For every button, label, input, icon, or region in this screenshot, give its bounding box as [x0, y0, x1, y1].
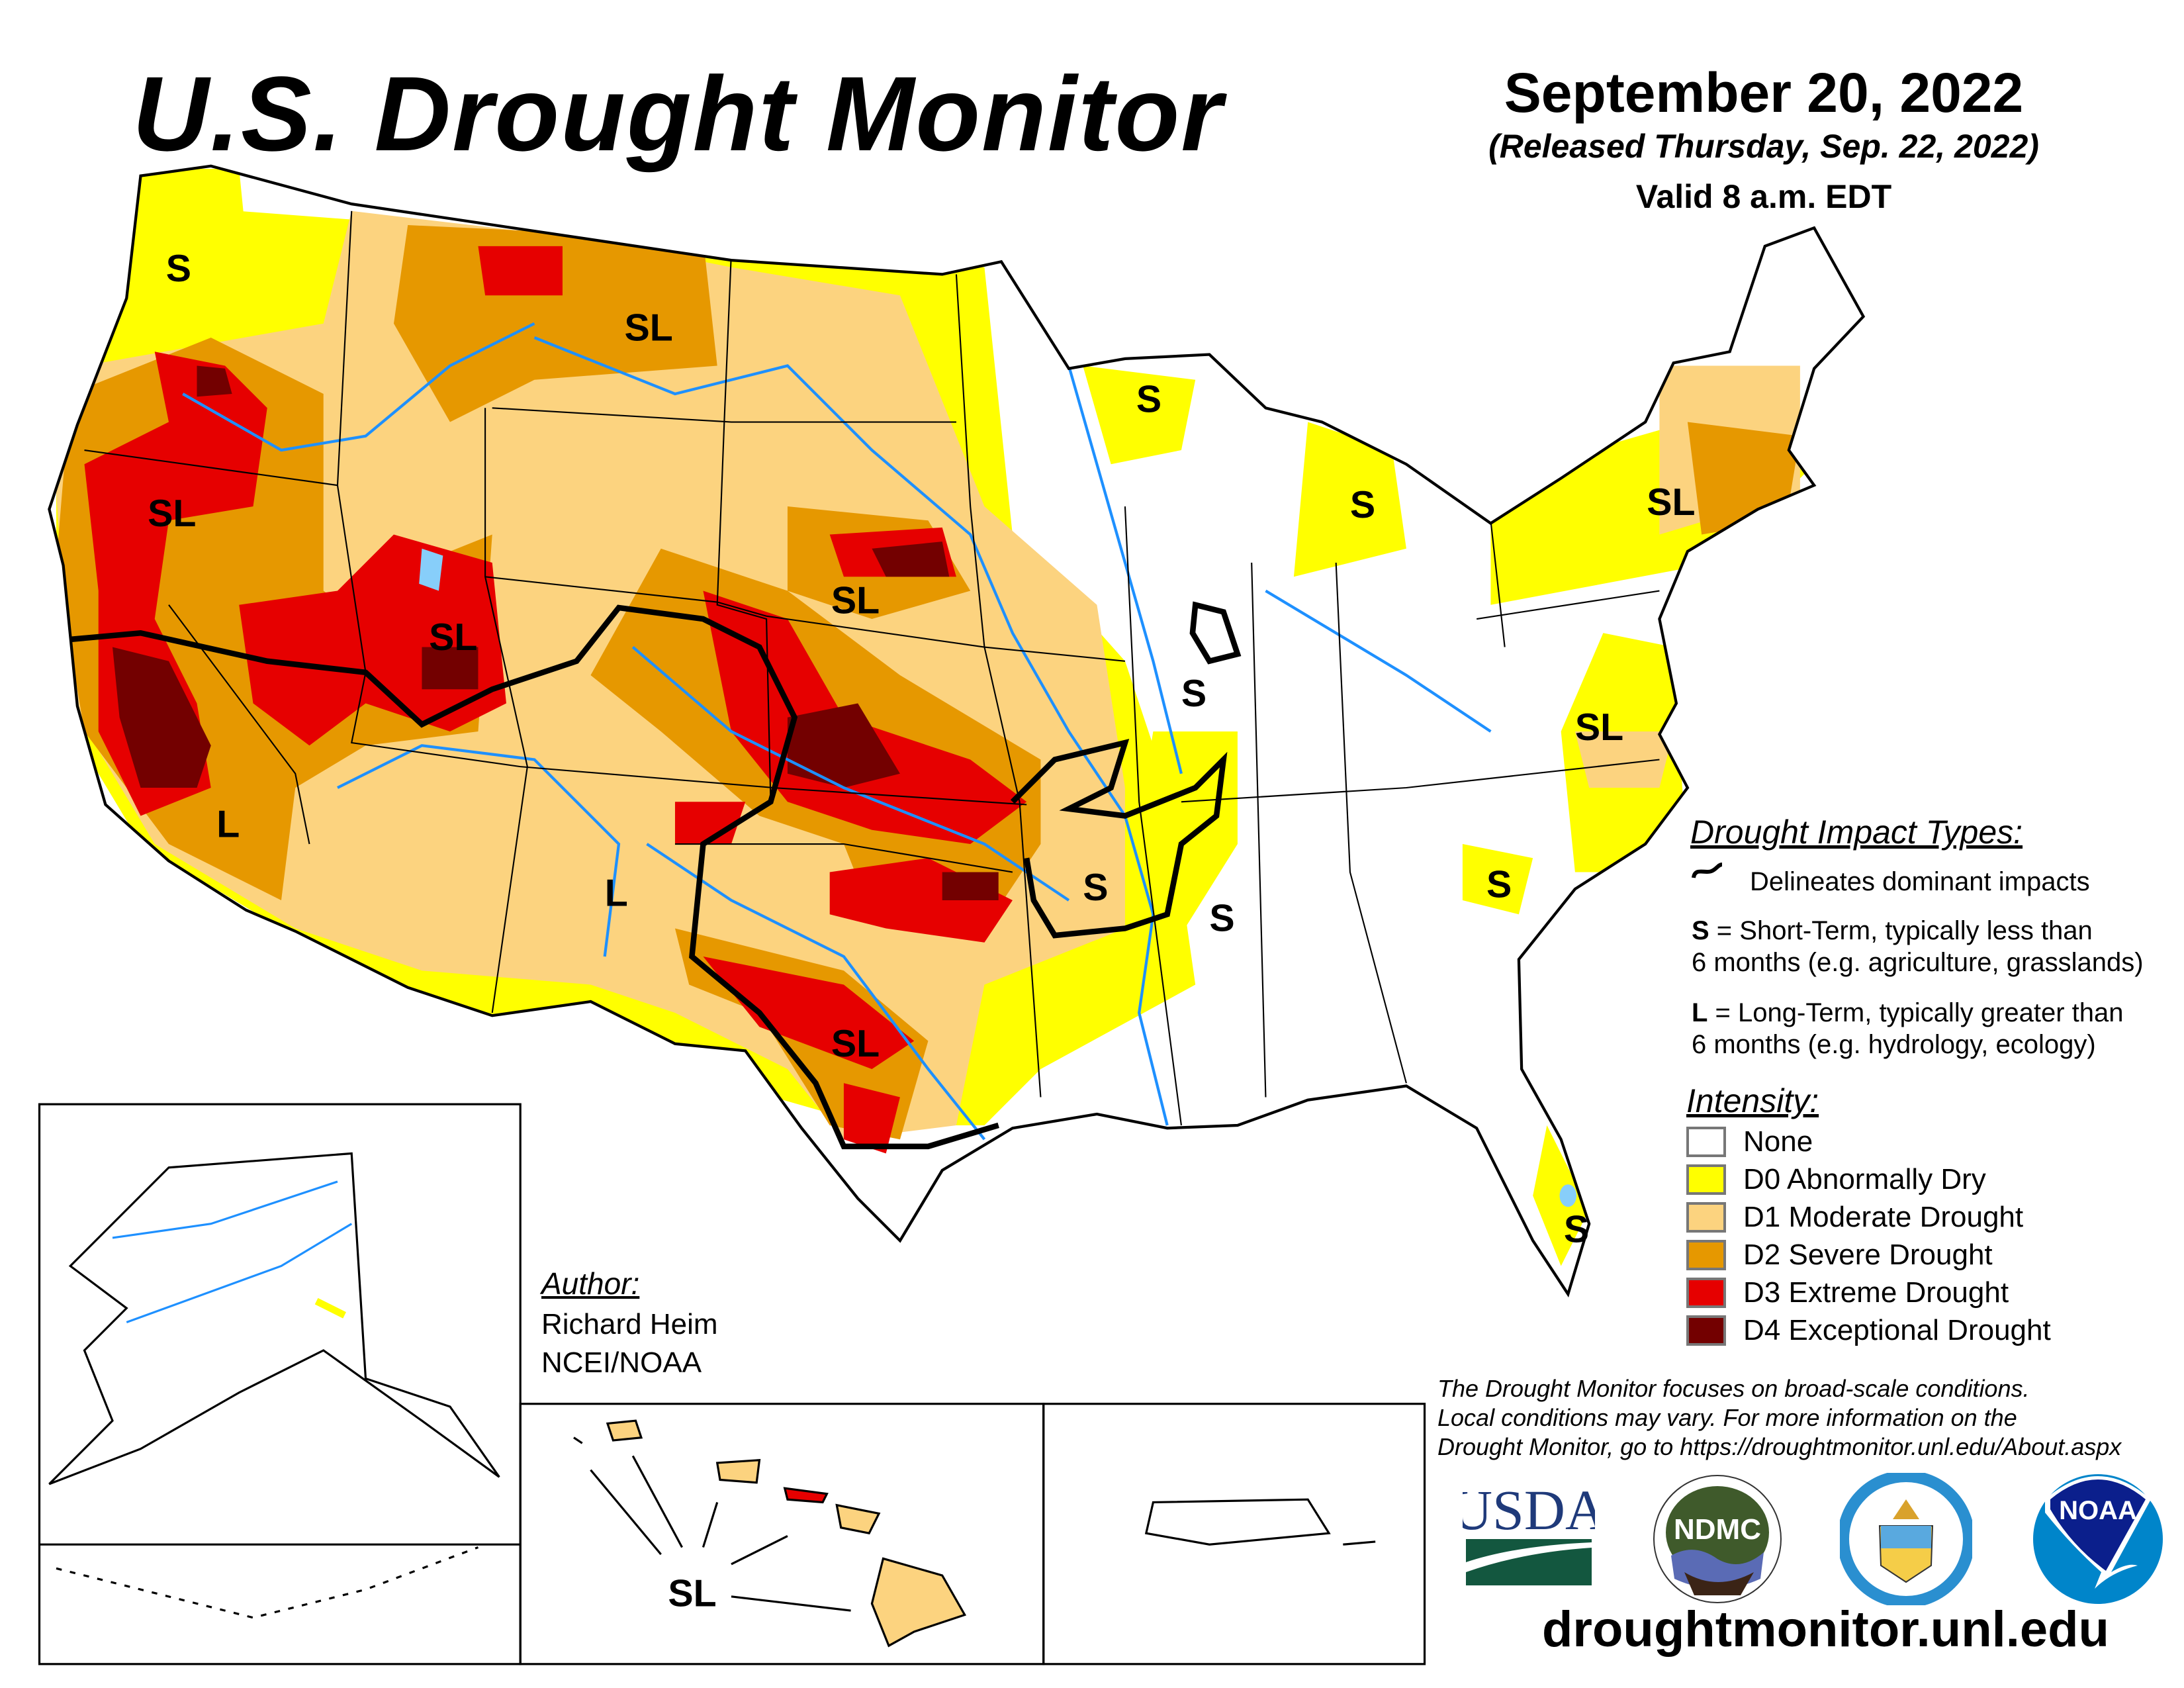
noaa-logo-text: NOAA: [2059, 1496, 2137, 1525]
alaska-inset: [38, 1103, 522, 1665]
map-label: SL: [624, 306, 672, 349]
rivers: [182, 322, 1492, 1141]
disclaimer-line: Drought Monitor, go to https://droughtmo…: [1437, 1433, 2122, 1460]
legend-swatch: [1686, 1278, 1726, 1308]
intensity-legend-heading: Intensity:: [1686, 1082, 1819, 1119]
disclaimer-line: Local conditions may vary. For more info…: [1437, 1404, 2017, 1431]
map-label: S: [1564, 1208, 1589, 1250]
legend-swatch: [1686, 1127, 1726, 1157]
map-label: S: [1486, 864, 1512, 906]
disclaimer: The Drought Monitor focuses on broad-sca…: [1437, 1374, 2121, 1462]
lakes: [419, 548, 1577, 1207]
d4-areas: [112, 365, 999, 900]
legend-swatch: [1686, 1240, 1726, 1270]
map-label: L: [216, 803, 240, 845]
legend-label: None: [1743, 1125, 1813, 1158]
long-term-text-2: 6 months (e.g. hydrology, ecology): [1692, 1030, 2096, 1059]
short-term-text: = Short-Term, typically less than: [1709, 916, 2093, 945]
legend-label: D1 Moderate Drought: [1743, 1201, 2024, 1233]
doc-seal: [1840, 1473, 1972, 1605]
map-label: S: [1209, 898, 1234, 940]
legend-label: D3 Extreme Drought: [1743, 1276, 2009, 1309]
release-date: (Released Thursday, Sep. 22, 2022): [1488, 128, 2039, 165]
impact-line-icon: [1692, 863, 1723, 878]
impact-line-label: Delineates dominant impacts: [1750, 867, 2090, 896]
noaa-logo: NOAA: [2033, 1474, 2163, 1604]
author-heading: Author:: [541, 1266, 640, 1301]
short-term-text-2: 6 months (e.g. agriculture, grasslands): [1692, 948, 2144, 977]
impact-labels: S SL S SL S SL SL SL S SL L S S S L SL S: [148, 248, 1695, 1250]
map-label: S: [1136, 379, 1161, 421]
usda-logo: USDA: [1463, 1483, 1595, 1585]
disclaimer-line: The Drought Monitor focuses on broad-sca…: [1437, 1375, 2030, 1402]
impact-legend-heading: Drought Impact Types:: [1690, 814, 2023, 851]
map-label: SL: [148, 492, 196, 535]
legend-label: D2 Severe Drought: [1743, 1239, 1993, 1271]
author-name: Richard Heim: [541, 1308, 718, 1340]
legend-label: D4 Exceptional Drought: [1743, 1314, 2051, 1346]
usda-logo-text: USDA: [1463, 1483, 1595, 1542]
map-label: SL: [831, 1023, 880, 1065]
map-label: S: [1083, 867, 1108, 909]
map-label: SL: [429, 616, 477, 659]
valid-time: Valid 8 a.m. EDT: [1635, 178, 1892, 215]
ndmc-logo-text: NDMC: [1674, 1513, 1761, 1546]
long-term-key: L: [1692, 998, 1708, 1027]
impact-delineation-lines: [63, 601, 1242, 1150]
map-label: S: [1350, 484, 1375, 526]
map-label: S: [1181, 673, 1206, 715]
author-org: NCEI/NOAA: [541, 1346, 702, 1379]
map-date: September 20, 2022: [1504, 62, 2024, 124]
hawaii-inset: SL: [519, 1403, 1045, 1665]
legend-swatch: [1686, 1164, 1726, 1195]
map-label: L: [605, 872, 628, 914]
state-borders: [84, 211, 1660, 1126]
map-label: SL: [1575, 706, 1623, 749]
legend-label: D0 Abnormally Dry: [1743, 1163, 1986, 1196]
puerto-rico-inset: [1042, 1403, 1426, 1665]
legend-swatch: [1686, 1315, 1726, 1346]
website-link[interactable]: droughtmonitor.unl.edu: [1542, 1601, 2109, 1658]
page-title: U.S. Drought Monitor: [132, 54, 1224, 173]
short-term-key: S: [1692, 916, 1709, 945]
ndmc-logo: NDMC: [1653, 1475, 1782, 1603]
map-label: SL: [1647, 481, 1695, 524]
map-label: SL: [831, 580, 880, 622]
long-term-text: = Long-Term, typically greater than: [1707, 998, 2124, 1027]
map-label: S: [166, 248, 191, 290]
map-label: SL: [668, 1573, 716, 1615]
legend-swatch: [1686, 1202, 1726, 1233]
